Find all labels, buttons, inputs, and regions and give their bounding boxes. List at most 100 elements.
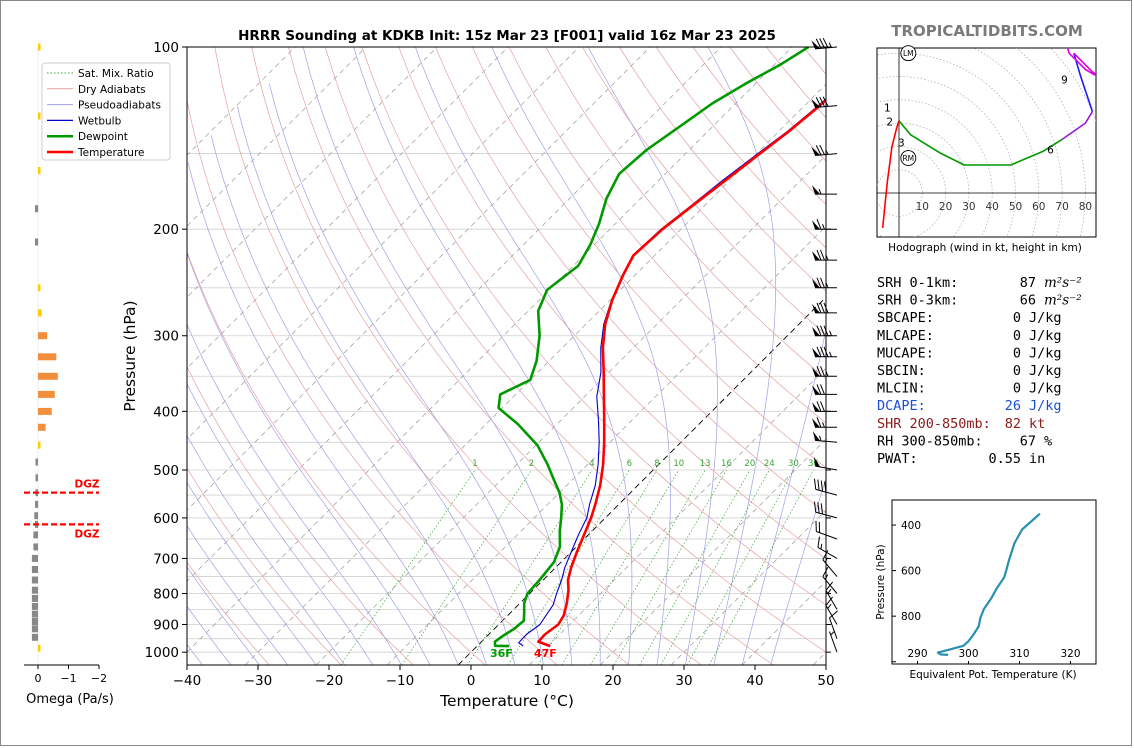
theta-e-plot: 290 300 310 320 400 600 800 bbox=[892, 512, 1081, 664]
wind-barb bbox=[812, 401, 837, 412]
dry-adiabat bbox=[508, 47, 826, 424]
omega-bar bbox=[31, 633, 38, 641]
x-tick-label: −40 bbox=[173, 673, 202, 689]
mixing-ratio-label: 16 bbox=[721, 459, 732, 469]
index-unit: m²s⁻² bbox=[1044, 293, 1082, 309]
dry-adiabat bbox=[187, 365, 414, 665]
wind-barb bbox=[813, 501, 838, 519]
index-value: 26 bbox=[1005, 398, 1021, 414]
index-unit: J/kg bbox=[1029, 398, 1062, 414]
omega-bar bbox=[38, 332, 48, 340]
omega-bar bbox=[38, 284, 41, 292]
hodograph-plot bbox=[877, 48, 1096, 237]
dry-adiabat bbox=[398, 47, 826, 560]
mixing-ratio-line bbox=[401, 469, 532, 665]
index-value: 0 bbox=[1013, 381, 1021, 397]
omega-bar bbox=[38, 372, 58, 380]
x-tick-label: 0 bbox=[467, 673, 476, 689]
omega-bar bbox=[31, 586, 38, 594]
legend-entry: Temperature bbox=[77, 147, 145, 159]
hodograph-ring-label: 20 bbox=[939, 201, 952, 213]
theta-e-y-tick-label: 400 bbox=[901, 520, 921, 532]
x-tick-label: 50 bbox=[817, 673, 834, 689]
legend-entry: Dewpoint bbox=[78, 131, 128, 143]
hodograph-labels: 1 23 6 9 LM RM 10 20 30 40 50 60 70 80 bbox=[884, 45, 1092, 213]
pseudoadiabat bbox=[236, 105, 516, 665]
wind-barb bbox=[815, 520, 838, 540]
isotherm bbox=[187, 47, 793, 653]
theta-e-xlabel: Equivalent Pot. Temperature (K) bbox=[909, 669, 1076, 681]
index-row: SBCAPE: 0 J/kg bbox=[877, 310, 1062, 326]
mixing-ratio-label: 13 bbox=[700, 459, 711, 469]
hodograph-height-label: 9 bbox=[1061, 74, 1068, 86]
omega-bar bbox=[31, 576, 38, 584]
hodograph-ring-label: 70 bbox=[1055, 201, 1068, 213]
index-row: SBCIN: 0 J/kg bbox=[877, 363, 1062, 379]
omega-bar bbox=[31, 594, 38, 602]
wind-barb bbox=[829, 610, 838, 639]
omega-bar bbox=[31, 618, 38, 625]
temperature-profile bbox=[537, 98, 826, 648]
omega-bar bbox=[38, 112, 41, 120]
wind-barb bbox=[812, 384, 837, 395]
index-unit: m²s⁻² bbox=[1044, 275, 1082, 291]
mixing-ratio-label: 36 bbox=[808, 459, 819, 469]
chart-title: HRRR Sounding at KDKB Init: 15z Mar 23 [… bbox=[238, 28, 776, 44]
skewt-xlabel: Temperature (°C) bbox=[439, 692, 574, 710]
hodograph-ring-label: 60 bbox=[1032, 201, 1045, 213]
y-tick-label: 1000 bbox=[145, 645, 179, 661]
index-unit: J/kg bbox=[1029, 310, 1062, 326]
wind-barb bbox=[812, 277, 837, 289]
wind-barb bbox=[812, 249, 837, 261]
isotherm bbox=[528, 367, 826, 665]
hodograph-ring-label: 10 bbox=[916, 201, 929, 213]
omega-bar bbox=[33, 531, 38, 539]
mixing-ratio-line bbox=[537, 469, 658, 665]
wind-barb bbox=[812, 302, 837, 314]
wind-barb bbox=[829, 630, 838, 653]
pseudoadiabat bbox=[302, 47, 573, 665]
dewpoint-profile bbox=[493, 47, 810, 648]
theta-e-profile bbox=[936, 512, 1041, 656]
index-row: SRH 0-1km: 87 m²s⁻² bbox=[877, 275, 1082, 291]
mixing-ratio-line bbox=[467, 469, 593, 665]
isotherm bbox=[187, 47, 722, 582]
dry-adiabat bbox=[251, 47, 702, 665]
index-value: 0 bbox=[1013, 328, 1021, 344]
dry-adiabat bbox=[435, 47, 826, 514]
mixing-ratio-label: 1 bbox=[472, 459, 477, 469]
wind-barb bbox=[813, 478, 838, 496]
dry-adiabat bbox=[187, 98, 558, 665]
hodograph-segment bbox=[1066, 48, 1096, 77]
wind-barb bbox=[822, 550, 838, 577]
isotherm bbox=[187, 47, 651, 511]
legend-entry: Sat. Mix. Ratio bbox=[78, 68, 154, 80]
omega-bar bbox=[35, 205, 39, 213]
x-tick-label: −30 bbox=[244, 673, 273, 689]
dry-adiabat bbox=[361, 47, 826, 606]
y-tick-label: 900 bbox=[153, 617, 179, 633]
theta-e-frame bbox=[891, 499, 1097, 665]
wetbulb-profile bbox=[518, 98, 826, 647]
isotherm bbox=[187, 47, 580, 440]
wind-barb bbox=[812, 346, 837, 358]
legend-entry: Dry Adiabats bbox=[78, 84, 146, 96]
index-unit: J/kg bbox=[1029, 328, 1062, 344]
mixing-ratio-labels: 1 2 4 6 8 10 13 16 20 24 30 36 bbox=[472, 459, 819, 469]
hodograph-height-label: 2 bbox=[886, 116, 893, 128]
mixing-ratio-label: 20 bbox=[744, 459, 755, 469]
omega-bar bbox=[31, 610, 38, 618]
index-unit: kt bbox=[1029, 416, 1045, 432]
mixing-ratio-label: 4 bbox=[589, 459, 594, 469]
dry-adiabat bbox=[471, 47, 826, 469]
wind-barb bbox=[812, 366, 837, 377]
skewt-plot-frame bbox=[186, 46, 827, 666]
mixing-ratio-line bbox=[340, 469, 476, 665]
mixing-ratio-label: 2 bbox=[529, 459, 534, 469]
x-tick-label: 40 bbox=[746, 673, 763, 689]
index-unit: J/kg bbox=[1029, 345, 1062, 361]
zero-isotherm bbox=[457, 296, 826, 665]
index-row: DCAPE: 26 J/kg bbox=[877, 398, 1062, 414]
y-tick-label: 400 bbox=[153, 404, 179, 420]
